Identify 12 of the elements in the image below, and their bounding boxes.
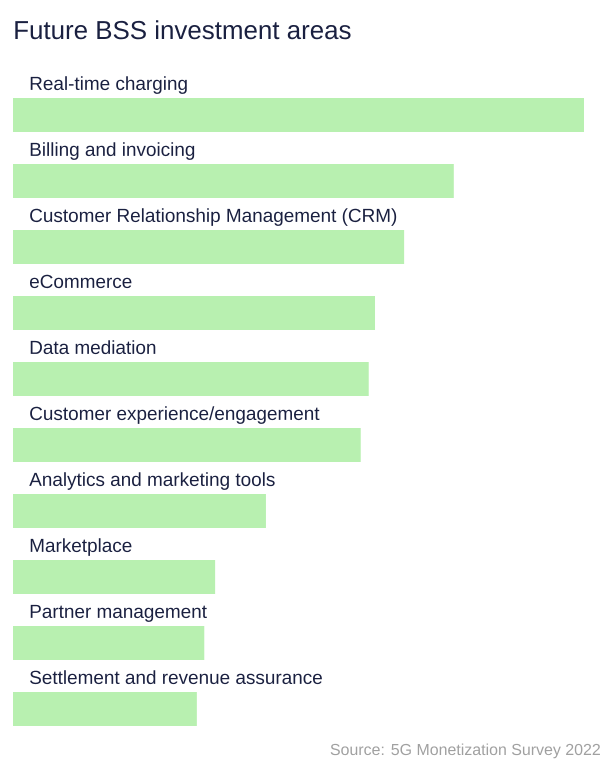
y-tick-label: Marketplace <box>30 538 132 556</box>
y-tick-label: Partner management <box>30 604 207 622</box>
y-tick-label: Customer experience/engagement <box>30 406 320 424</box>
chart-title: Future BSS investment areas <box>15 20 351 40</box>
source-note: Source: 5G Monetization Survey 2022 <box>330 743 600 758</box>
y-tick-label: Data mediation <box>30 340 156 354</box>
y-tick-label: Analytics and marketing tools <box>29 472 275 490</box>
y-tick-label: eCommerce <box>30 274 132 288</box>
y-tick-label: Real-time charging <box>30 76 187 94</box>
y-tick-label: Billing and invoicing <box>30 142 194 160</box>
y-tick-label: Settlement and revenue assurance <box>30 670 322 684</box>
y-tick-label: Customer Relationship Management (CRM) <box>30 208 396 226</box>
